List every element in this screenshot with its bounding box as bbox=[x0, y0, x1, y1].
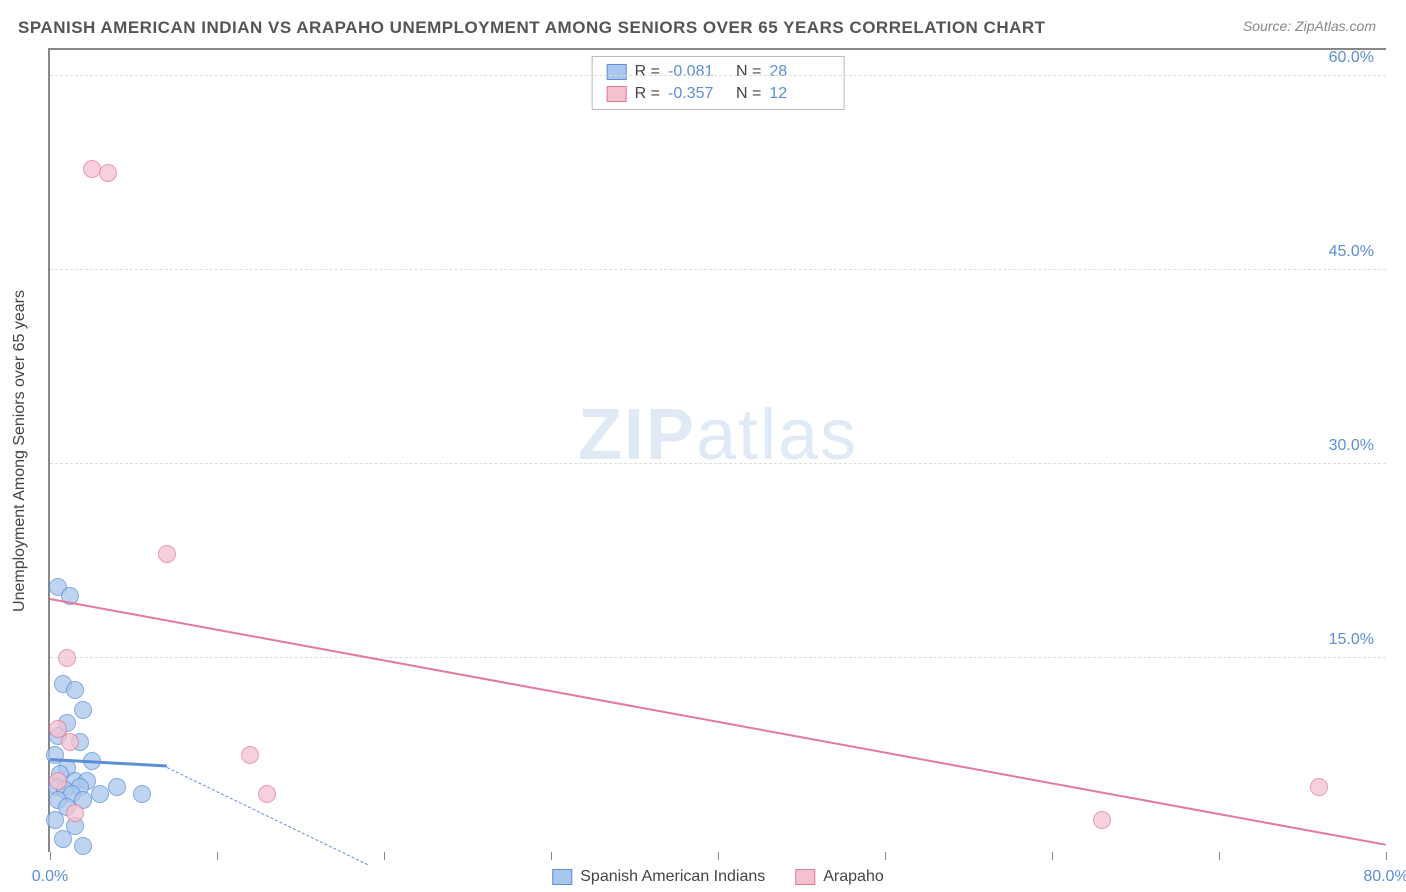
x-tick-label: 0.0% bbox=[32, 868, 68, 886]
n-label: N = bbox=[736, 85, 761, 103]
gridline bbox=[50, 657, 1386, 658]
series-legend: Spanish American Indians Arapaho bbox=[552, 868, 884, 886]
n-label: N = bbox=[736, 63, 761, 81]
legend-swatch bbox=[607, 86, 627, 102]
x-tick bbox=[551, 852, 552, 860]
x-tick bbox=[1219, 852, 1220, 860]
gridline bbox=[50, 269, 1386, 270]
data-point bbox=[66, 681, 84, 699]
legend-label: Arapaho bbox=[823, 868, 884, 886]
data-point bbox=[49, 772, 67, 790]
y-tick-label: 30.0% bbox=[1329, 437, 1374, 455]
n-value: 12 bbox=[769, 85, 829, 103]
legend-item: Spanish American Indians bbox=[552, 868, 765, 886]
data-point bbox=[1093, 811, 1111, 829]
x-tick bbox=[50, 852, 51, 860]
data-point bbox=[91, 785, 109, 803]
data-point bbox=[66, 804, 84, 822]
stats-legend-row: R = -0.081 N = 28 bbox=[607, 61, 830, 83]
chart-plot-area: Unemployment Among Seniors over 65 years… bbox=[48, 48, 1386, 852]
x-tick bbox=[718, 852, 719, 860]
y-tick-label: 60.0% bbox=[1329, 49, 1374, 67]
y-axis-label: Unemployment Among Seniors over 65 years bbox=[11, 290, 29, 612]
x-tick bbox=[384, 852, 385, 860]
data-point bbox=[54, 830, 72, 848]
stats-legend: R = -0.081 N = 28 R = -0.357 N = 12 bbox=[592, 56, 845, 110]
r-label: R = bbox=[635, 85, 660, 103]
x-tick bbox=[1052, 852, 1053, 860]
x-tick-label: 80.0% bbox=[1363, 868, 1406, 886]
data-point bbox=[99, 164, 117, 182]
data-point bbox=[46, 811, 64, 829]
r-label: R = bbox=[635, 63, 660, 81]
data-point bbox=[241, 746, 259, 764]
y-tick-label: 45.0% bbox=[1329, 243, 1374, 261]
data-point bbox=[108, 778, 126, 796]
r-value: -0.081 bbox=[668, 63, 728, 81]
data-point bbox=[158, 545, 176, 563]
data-point bbox=[258, 785, 276, 803]
stats-legend-row: R = -0.357 N = 12 bbox=[607, 83, 830, 105]
source-label: Source: ZipAtlas.com bbox=[1243, 18, 1376, 34]
legend-label: Spanish American Indians bbox=[580, 868, 765, 886]
data-point bbox=[74, 837, 92, 855]
data-point bbox=[58, 649, 76, 667]
legend-swatch bbox=[552, 869, 572, 885]
data-point bbox=[61, 733, 79, 751]
x-tick bbox=[885, 852, 886, 860]
data-point bbox=[1310, 778, 1328, 796]
data-point bbox=[133, 785, 151, 803]
legend-swatch bbox=[795, 869, 815, 885]
x-tick bbox=[217, 852, 218, 860]
trend-line bbox=[167, 767, 368, 865]
data-point bbox=[83, 160, 101, 178]
r-value: -0.357 bbox=[668, 85, 728, 103]
chart-title: SPANISH AMERICAN INDIAN VS ARAPAHO UNEMP… bbox=[18, 18, 1046, 38]
y-tick-label: 15.0% bbox=[1329, 631, 1374, 649]
x-tick bbox=[1386, 852, 1387, 860]
data-point bbox=[74, 701, 92, 719]
n-value: 28 bbox=[769, 63, 829, 81]
gridline bbox=[50, 75, 1386, 76]
legend-swatch bbox=[607, 64, 627, 80]
gridline bbox=[50, 463, 1386, 464]
legend-item: Arapaho bbox=[795, 868, 884, 886]
